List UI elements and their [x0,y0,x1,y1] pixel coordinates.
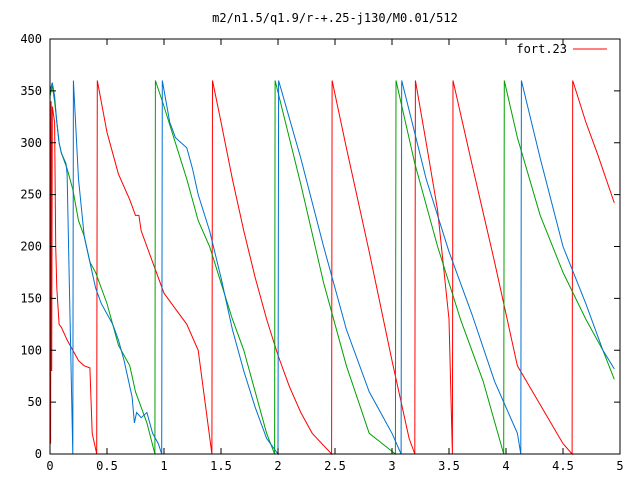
y-tick-label: 150 [20,291,42,305]
y-tick-label: 200 [20,240,42,254]
y-tick-label: 400 [20,32,42,46]
y-tick-label: 250 [20,188,42,202]
series-line-1 [49,80,615,456]
series-line-2 [49,80,615,456]
x-tick-label: 5 [616,459,623,473]
chart-title: m2/n1.5/q1.9/r-+.25-j130/M0.01/512 [212,11,458,25]
legend: fort.23 [516,42,607,56]
x-tick-label: 2.5 [324,459,346,473]
x-tick-label: 3.5 [438,459,460,473]
x-tick-label: 1 [160,459,167,473]
series-layer [49,80,615,456]
x-tick-label: 0 [46,459,53,473]
y-tick-label: 300 [20,136,42,150]
x-axis: 0 0.5 1 1.5 2 2.5 3 3.5 4 4.5 5 [46,39,624,473]
x-tick-label: 3 [388,459,395,473]
y-tick-label: 0 [35,447,42,461]
series-line-3 [49,80,615,456]
y-tick-label: 350 [20,84,42,98]
x-tick-label: 4.5 [552,459,574,473]
legend-label: fort.23 [516,42,567,56]
y-tick-label: 100 [20,343,42,357]
y-tick-label: 50 [28,395,42,409]
y-axis: 0 50 100 150 200 250 300 350 400 [20,32,620,461]
x-tick-label: 4 [502,459,509,473]
x-tick-label: 2 [274,459,281,473]
x-tick-label: 1.5 [210,459,232,473]
x-tick-label: 0.5 [96,459,118,473]
